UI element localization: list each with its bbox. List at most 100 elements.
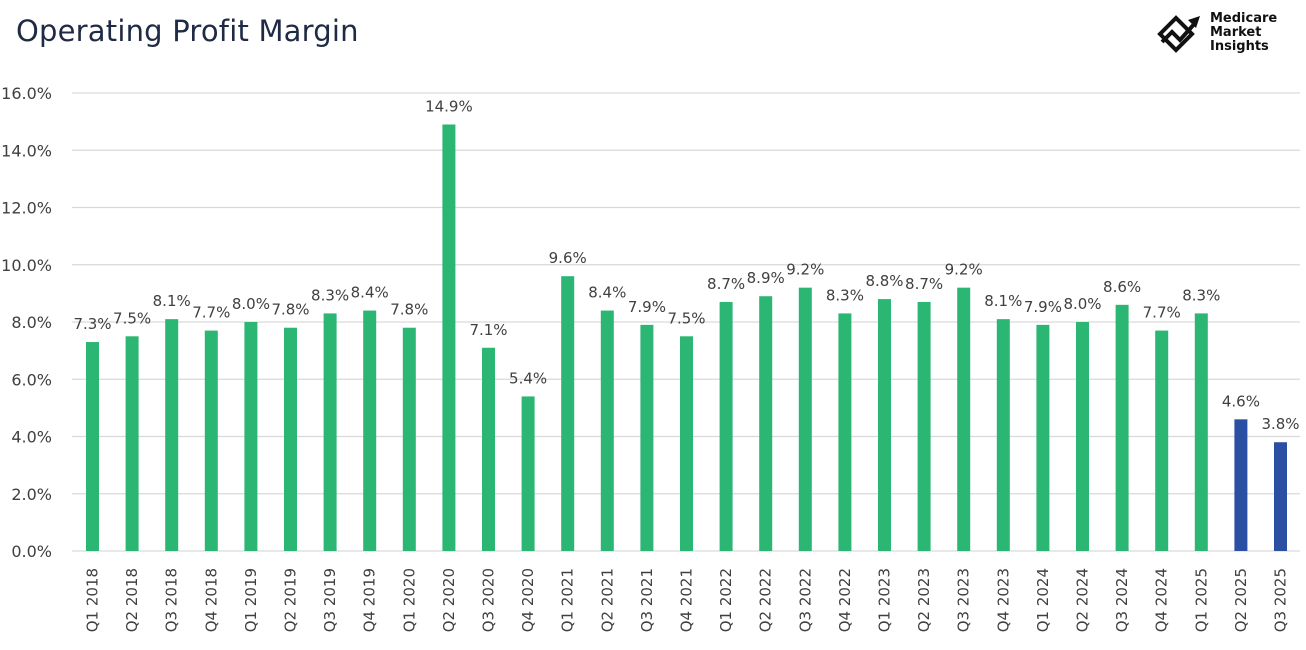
bar [363, 310, 377, 551]
data-label: 9.6% [549, 249, 587, 267]
bar [125, 336, 139, 551]
bar [1036, 324, 1050, 551]
bar [482, 347, 495, 551]
data-label: 8.7% [707, 275, 745, 293]
x-tick-label: Q4 2018 [202, 568, 220, 632]
x-tick-label: Q3 2023 [955, 568, 973, 632]
data-label: 8.3% [311, 286, 349, 304]
bar [996, 319, 1010, 551]
x-tick-label: Q3 2025 [1272, 568, 1290, 632]
x-tick-label: Q3 2020 [480, 568, 498, 632]
y-tick-label: 6.0% [11, 370, 52, 389]
bar [917, 301, 931, 551]
x-tick-label: Q2 2019 [282, 568, 300, 632]
data-label: 9.2% [945, 261, 983, 279]
x-tick-label: Q1 2025 [1192, 568, 1210, 632]
y-tick-label: 2.0% [11, 485, 52, 504]
bar [759, 296, 773, 551]
x-tick-label: Q4 2020 [519, 568, 537, 632]
x-tick-label: Q1 2018 [84, 568, 102, 632]
x-tick-label: Q3 2019 [321, 568, 339, 632]
bar [323, 313, 337, 551]
bar [244, 322, 258, 551]
x-tick-label: Q2 2018 [123, 568, 141, 632]
data-label: 7.5% [667, 309, 705, 327]
data-label: 7.8% [390, 301, 428, 319]
data-label: 5.4% [509, 369, 547, 387]
data-label: 3.8% [1261, 415, 1299, 433]
bar [640, 324, 654, 551]
bar [1155, 330, 1169, 551]
logo-text: Medicare Market Insights [1210, 12, 1277, 54]
bar [402, 327, 416, 551]
x-tick-label: Q2 2024 [1074, 568, 1092, 632]
y-tick-label: 16.0% [1, 84, 52, 103]
bar [957, 287, 971, 551]
page-title: Operating Profit Margin [16, 14, 359, 48]
bar [521, 396, 535, 551]
bar [1194, 313, 1208, 551]
y-tick-label: 0.0% [11, 542, 52, 561]
data-label: 7.5% [113, 309, 151, 327]
data-label: 7.7% [192, 304, 230, 322]
data-label: 7.7% [1143, 304, 1181, 322]
x-tick-label: Q3 2021 [638, 568, 656, 632]
x-tick-label: Q4 2021 [678, 568, 696, 632]
data-label: 14.9% [425, 97, 473, 115]
bar [719, 301, 733, 551]
data-label: 4.6% [1222, 392, 1260, 410]
y-tick-label: 14.0% [1, 141, 52, 160]
data-label: 8.6% [1103, 278, 1141, 296]
data-label: 8.9% [747, 269, 785, 287]
data-label: 7.8% [271, 301, 309, 319]
x-tick-label: Q1 2021 [559, 568, 577, 632]
x-tick-label: Q2 2025 [1232, 568, 1250, 632]
x-tick-label: Q3 2024 [1113, 568, 1131, 632]
data-label: 7.3% [73, 315, 111, 333]
logo-line-2: Market [1210, 25, 1262, 40]
x-tick-label: Q4 2023 [994, 568, 1012, 632]
x-tick-label: Q2 2021 [598, 568, 616, 632]
data-label: 8.4% [588, 284, 626, 302]
data-label: 7.9% [1024, 298, 1062, 316]
bar [204, 330, 218, 551]
data-label: 9.2% [786, 261, 824, 279]
bar [442, 124, 456, 552]
x-tick-label: Q4 2019 [361, 568, 379, 632]
x-tick-label: Q4 2022 [836, 568, 854, 632]
x-tick-label: Q3 2018 [163, 568, 181, 632]
bar [165, 319, 179, 551]
bar [600, 310, 614, 551]
chart-arrow-icon [1157, 15, 1200, 53]
bar [1234, 419, 1248, 551]
data-label: 8.8% [865, 272, 903, 290]
bar [1076, 322, 1089, 551]
data-label: 7.9% [628, 298, 666, 316]
data-label: 8.3% [826, 286, 864, 304]
bar [798, 287, 812, 551]
data-label: 8.4% [351, 284, 389, 302]
bar [86, 342, 99, 551]
x-tick-label: Q4 2024 [1153, 568, 1171, 632]
x-tick-label: Q1 2020 [400, 568, 418, 632]
x-tick-label: Q1 2023 [876, 568, 894, 632]
x-tick-label: Q1 2019 [242, 568, 260, 632]
bar [1115, 304, 1129, 551]
bar [1274, 442, 1287, 551]
bar [680, 336, 693, 551]
x-tick-label: Q3 2022 [796, 568, 814, 632]
y-tick-label: 10.0% [1, 256, 52, 275]
data-label: 8.0% [232, 295, 270, 313]
x-tick-label: Q2 2022 [757, 568, 775, 632]
x-tick-label: Q1 2022 [717, 568, 735, 632]
x-tick-label: Q2 2020 [440, 568, 458, 632]
y-tick-label: 8.0% [11, 313, 52, 332]
y-tick-label: 12.0% [1, 199, 52, 218]
x-tick-label: Q1 2024 [1034, 568, 1052, 632]
logo-line-3: Insights [1210, 39, 1269, 54]
data-label: 7.1% [469, 321, 507, 339]
data-label: 8.7% [905, 275, 943, 293]
logo: Medicare Market Insights [1156, 8, 1296, 58]
data-label: 8.3% [1182, 286, 1220, 304]
